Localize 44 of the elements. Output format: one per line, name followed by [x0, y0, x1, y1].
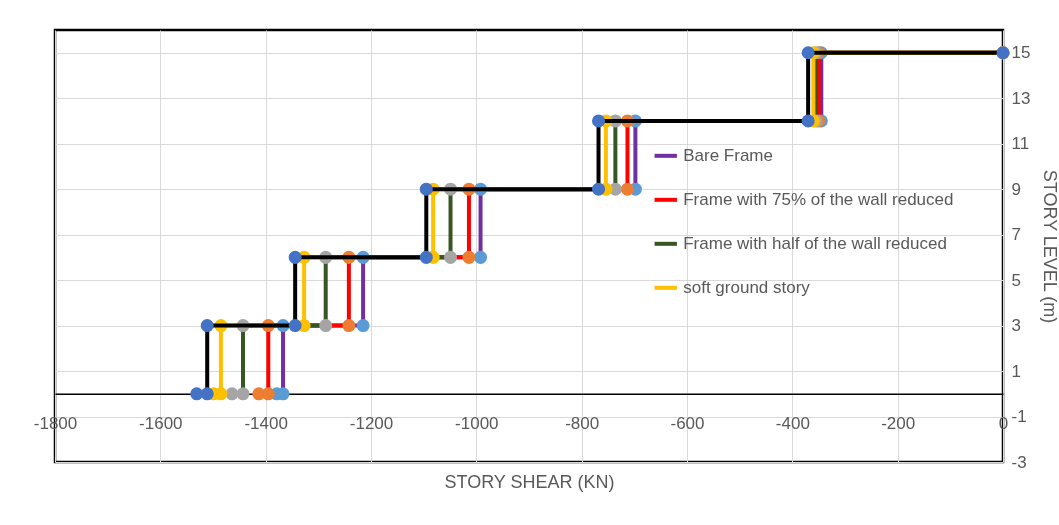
- point: [319, 319, 333, 333]
- y-tick-label: 9: [1011, 179, 1021, 199]
- legend-label: Frame with half of the wall reduced: [683, 233, 947, 253]
- point: [592, 182, 606, 196]
- point: [620, 182, 635, 196]
- legend-label: soft ground story: [683, 277, 811, 297]
- point: [801, 46, 815, 60]
- y-tick-label: 13: [1011, 88, 1031, 108]
- x-tick-label: -1600: [139, 414, 183, 434]
- y-tick-label: -1: [1011, 407, 1027, 427]
- y-tick-label: 3: [1011, 316, 1021, 336]
- point: [236, 387, 250, 401]
- point: [419, 250, 433, 264]
- x-tick-label: -800: [565, 414, 600, 434]
- point: [474, 250, 488, 264]
- x-tick-label: -1000: [455, 414, 499, 434]
- point: [462, 250, 476, 264]
- y-tick-label: 15: [1011, 43, 1031, 63]
- legend-label: Frame with 75% of the wall reduced: [683, 189, 954, 209]
- point: [288, 319, 302, 333]
- y-tick-label: -3: [1011, 452, 1027, 472]
- legend-label: Bare Frame: [683, 145, 773, 165]
- y-tick-label: 7: [1011, 225, 1021, 245]
- x-axis-title: STORY SHEAR (KN): [444, 472, 615, 493]
- y-tick-label: 5: [1011, 270, 1021, 290]
- point: [261, 387, 275, 401]
- point: [801, 114, 815, 128]
- y-tick-label: 1: [1011, 361, 1021, 381]
- x-tick-label: -1200: [349, 414, 394, 434]
- point: [342, 319, 356, 333]
- x-tick-label: -1400: [244, 414, 288, 434]
- point: [444, 250, 458, 264]
- point: [200, 319, 214, 333]
- point: [190, 387, 204, 401]
- point: [288, 250, 302, 264]
- x-tick-label: -400: [775, 414, 810, 434]
- y-axis-title: STORY LEVEL (m): [1040, 169, 1059, 324]
- x-tick-label: -200: [881, 414, 916, 434]
- point: [592, 114, 606, 128]
- point: [356, 319, 370, 333]
- y-tick-label: 11: [1011, 134, 1030, 154]
- x-tick-label: -600: [670, 414, 705, 434]
- point: [200, 387, 214, 401]
- point: [419, 182, 433, 196]
